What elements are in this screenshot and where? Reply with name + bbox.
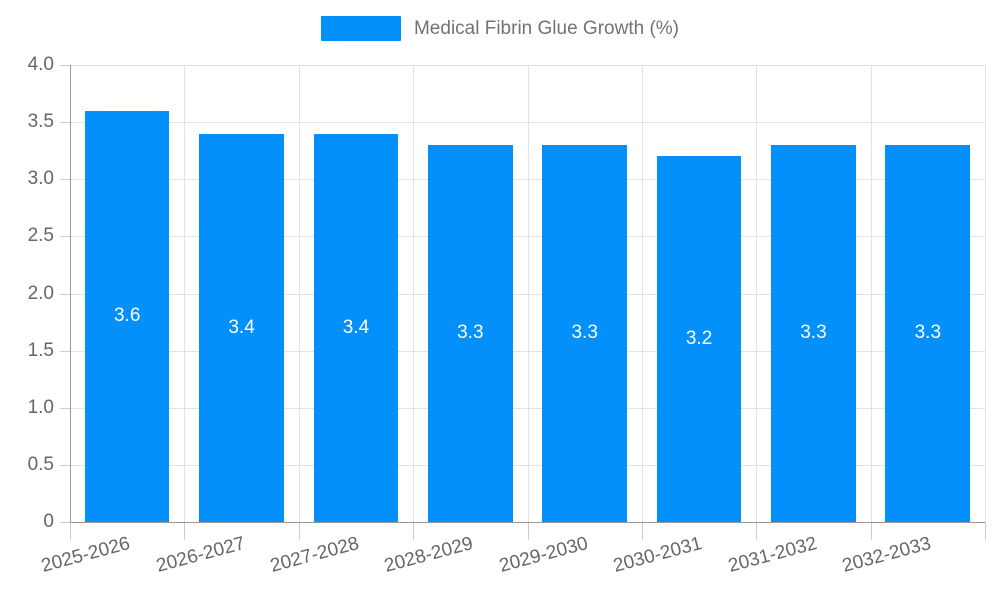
y-axis-line	[70, 65, 71, 522]
y-tick-label: 3.5	[27, 111, 54, 133]
bar-2027-2028[interactable]	[313, 133, 399, 522]
bar-2032-2033[interactable]	[885, 144, 971, 522]
x-axis-tick	[70, 522, 71, 540]
y-axis-tick	[60, 407, 70, 409]
y-tick-label: 2.0	[27, 282, 54, 304]
y-tick-label: 4.0	[27, 54, 54, 75]
bar-2028-2029[interactable]	[427, 144, 513, 522]
x-axis-tick	[641, 522, 643, 540]
y-axis-tick	[60, 464, 70, 466]
bar-2030-2031[interactable]	[656, 156, 742, 522]
x-tick-label: 2025-2026	[39, 533, 133, 577]
y-tick-label: 1.5	[27, 339, 54, 361]
legend-label: Medical Fibrin Glue Growth (%)	[413, 17, 680, 39]
y-tick-label: 2.5	[27, 225, 54, 247]
x-gridline	[756, 65, 758, 522]
y-axis-tick	[60, 65, 70, 66]
x-gridline	[527, 65, 529, 522]
x-gridline	[641, 65, 643, 522]
x-tick-label: 2026-2027	[153, 533, 247, 577]
y-tick-label: 3.0	[27, 168, 54, 190]
x-tick-label: 2031-2032	[725, 533, 819, 577]
bar-2029-2030[interactable]	[542, 144, 627, 522]
y-axis-tick	[60, 350, 70, 352]
x-tick-label: 2032-2033	[840, 533, 934, 577]
bar-2025-2026[interactable]	[84, 110, 170, 522]
x-axis-tick	[527, 522, 529, 540]
x-gridline	[413, 65, 415, 522]
x-tick-label: 2029-2030	[496, 533, 591, 577]
y-axis-tick	[60, 522, 70, 523]
x-tick-label: 2030-2031	[611, 533, 705, 577]
x-axis-tick	[413, 522, 415, 540]
x-gridline	[184, 65, 186, 522]
x-axis-tick	[985, 522, 986, 540]
bar-2031-2032[interactable]	[771, 144, 856, 522]
y-tick-label: 0.5	[27, 453, 54, 475]
y-axis-tick	[60, 122, 70, 124]
x-axis-tick	[756, 522, 758, 540]
x-axis-tick	[870, 522, 872, 540]
x-gridline	[985, 65, 986, 522]
x-tick-label: 2028-2029	[382, 533, 476, 577]
y-axis-tick	[60, 293, 70, 295]
x-tick-label: 2027-2028	[268, 533, 362, 577]
bar-2026-2027[interactable]	[199, 133, 284, 522]
y-axis-tick	[60, 179, 70, 181]
y-tick-label: 1.0	[27, 396, 54, 418]
y-tick-label: 0	[43, 511, 54, 532]
x-axis-line	[70, 522, 985, 523]
y-axis-tick	[60, 236, 70, 238]
legend-swatch-icon	[320, 16, 401, 41]
x-gridline	[870, 65, 872, 522]
x-gridline	[298, 65, 300, 522]
x-axis-tick	[298, 522, 300, 540]
legend-item[interactable]: Medical Fibrin Glue Growth (%)	[0, 16, 1000, 41]
x-axis-tick	[184, 522, 186, 540]
